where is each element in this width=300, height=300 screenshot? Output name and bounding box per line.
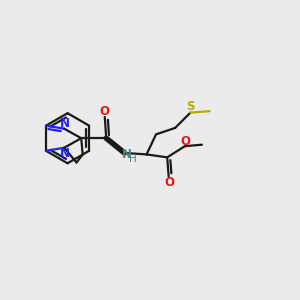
Text: O: O [100,105,110,118]
Text: H: H [129,154,136,164]
Text: S: S [187,100,195,113]
Text: O: O [181,135,191,148]
Text: O: O [164,176,174,189]
Text: N: N [122,148,132,161]
Text: N: N [60,147,70,160]
Text: N: N [60,117,70,130]
